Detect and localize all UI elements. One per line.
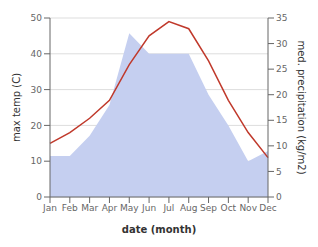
svg-text:0: 0 xyxy=(36,192,42,202)
svg-text:40: 40 xyxy=(31,49,43,59)
svg-text:Nov: Nov xyxy=(239,203,257,213)
svg-text:5: 5 xyxy=(276,167,282,177)
svg-text:20: 20 xyxy=(31,121,43,131)
svg-text:May: May xyxy=(120,203,139,213)
svg-text:Feb: Feb xyxy=(62,203,78,213)
svg-text:50: 50 xyxy=(31,13,43,23)
svg-text:Jul: Jul xyxy=(162,203,174,213)
svg-text:25: 25 xyxy=(276,64,287,74)
svg-text:Apr: Apr xyxy=(102,203,118,213)
svg-text:30: 30 xyxy=(276,39,288,49)
svg-text:10: 10 xyxy=(276,141,288,151)
svg-text:Aug: Aug xyxy=(180,203,198,213)
svg-text:30: 30 xyxy=(31,85,43,95)
svg-text:med. precipitation (kg/m2): med. precipitation (kg/m2) xyxy=(296,40,307,174)
svg-text:max temp (C): max temp (C) xyxy=(11,73,22,142)
svg-text:date (month): date (month) xyxy=(122,224,196,235)
svg-text:Oct: Oct xyxy=(221,203,237,213)
svg-text:10: 10 xyxy=(31,156,43,166)
svg-text:20: 20 xyxy=(276,90,288,100)
svg-text:35: 35 xyxy=(276,13,287,23)
svg-text:Dec: Dec xyxy=(259,203,276,213)
svg-text:0: 0 xyxy=(276,192,282,202)
svg-text:Sep: Sep xyxy=(200,203,217,213)
svg-text:Jan: Jan xyxy=(42,203,57,213)
svg-text:15: 15 xyxy=(276,115,287,125)
svg-text:Jun: Jun xyxy=(141,203,156,213)
svg-text:Mar: Mar xyxy=(81,203,98,213)
